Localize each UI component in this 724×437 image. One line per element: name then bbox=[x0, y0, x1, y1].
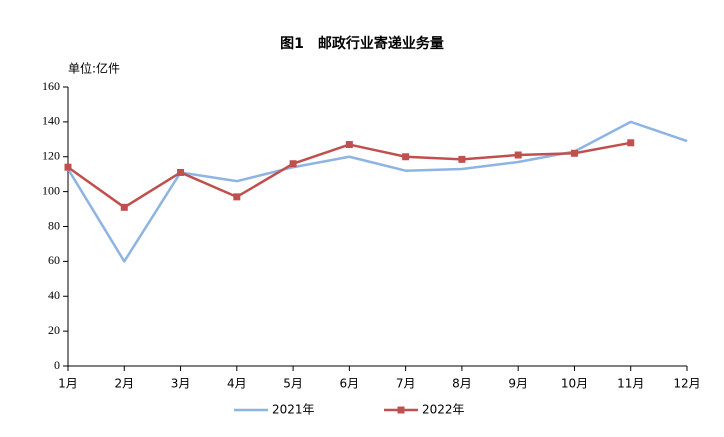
data-point bbox=[402, 153, 410, 161]
data-point bbox=[177, 168, 185, 176]
x-tick-label: 8月 bbox=[452, 377, 472, 391]
y-axis-label: 单位:亿件 bbox=[68, 61, 120, 76]
x-tick-label: 2月 bbox=[114, 377, 134, 391]
y-tick-label: 40 bbox=[48, 288, 60, 302]
x-tick-label: 7月 bbox=[396, 377, 416, 391]
legend-label: 2022年 bbox=[422, 403, 465, 417]
x-tick-label: 4月 bbox=[227, 377, 247, 391]
y-tick-label: 0 bbox=[54, 358, 60, 372]
data-point bbox=[345, 141, 353, 149]
y-tick-label: 120 bbox=[42, 149, 60, 163]
chart-title: 图1 邮政行业寄递业务量 bbox=[280, 35, 444, 52]
y-tick-label: 60 bbox=[48, 253, 60, 267]
y-tick-label: 80 bbox=[48, 218, 60, 232]
x-tick-label: 5月 bbox=[283, 377, 303, 391]
data-point bbox=[64, 163, 72, 171]
data-point bbox=[627, 139, 635, 147]
data-point bbox=[570, 149, 578, 157]
x-tick-label: 6月 bbox=[340, 377, 360, 391]
data-point bbox=[233, 193, 241, 201]
x-tick-label: 9月 bbox=[508, 377, 528, 391]
data-point bbox=[120, 203, 128, 211]
y-tick-label: 20 bbox=[48, 323, 60, 337]
data-point bbox=[514, 151, 522, 159]
data-point bbox=[289, 160, 297, 168]
series-line bbox=[66, 120, 688, 263]
x-tick-label: 1月 bbox=[58, 377, 78, 391]
series-line bbox=[67, 141, 631, 209]
x-tick-label: 3月 bbox=[171, 377, 191, 391]
y-tick-label: 100 bbox=[42, 183, 60, 197]
y-tick-label: 160 bbox=[42, 79, 60, 93]
y-tick-label: 140 bbox=[42, 114, 60, 128]
legend-label: 2021年 bbox=[272, 403, 315, 417]
x-tick-label: 12月 bbox=[673, 377, 700, 391]
x-tick-label: 11月 bbox=[617, 377, 644, 391]
data-point bbox=[458, 155, 466, 163]
legend-marker bbox=[397, 406, 405, 414]
x-tick-label: 10月 bbox=[561, 377, 588, 391]
